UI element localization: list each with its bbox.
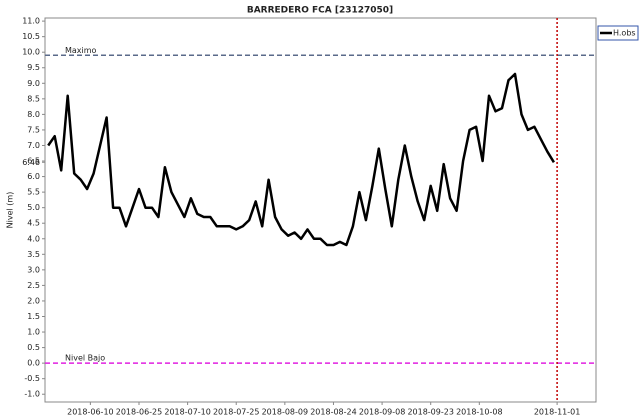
y-tick-label: 3.5 bbox=[27, 250, 40, 259]
y-tick-label: -1.0 bbox=[24, 390, 40, 399]
y-tick-label: -0.5 bbox=[24, 374, 40, 383]
y-tick-label: 2.5 bbox=[27, 281, 40, 290]
y-tick-label: 5.0 bbox=[27, 203, 40, 212]
y-tick-label: 6.0 bbox=[27, 172, 40, 181]
y-tick-label: 10.0 bbox=[22, 48, 40, 57]
x-tick-label: 2018-09-08 bbox=[359, 408, 406, 417]
y-tick-label: 1.0 bbox=[27, 328, 40, 337]
x-tick-label: 2018-11-01 bbox=[534, 408, 581, 417]
y-tick-label: 6.5 bbox=[27, 157, 40, 166]
y-tick-label: 9.5 bbox=[27, 63, 40, 72]
y-tick-label: 9.0 bbox=[27, 79, 40, 88]
x-tick-label: 2018-09-23 bbox=[407, 408, 454, 417]
y-tick-label: 5.5 bbox=[27, 188, 40, 197]
reference-label: Maximo bbox=[65, 46, 97, 55]
plot-frame bbox=[44, 17, 597, 403]
y-tick-label: 4.0 bbox=[27, 234, 40, 243]
y-tick-label: 3.0 bbox=[27, 265, 40, 274]
chart-title: BARREDERO FCA [23127050] bbox=[247, 6, 393, 16]
y-axis-label: Nivel (m) bbox=[6, 192, 15, 229]
y-tick-label: 8.0 bbox=[27, 110, 40, 119]
x-tick-label: 2018-06-25 bbox=[116, 408, 163, 417]
data-line bbox=[47, 72, 555, 247]
y-tick-label: 6.46 bbox=[22, 158, 40, 167]
x-tick-label: 2018-07-25 bbox=[213, 408, 260, 417]
reference-label: Nivel Bajo bbox=[65, 354, 105, 363]
y-tick-label: 8.5 bbox=[27, 94, 40, 103]
legend-label: H.obs bbox=[613, 29, 636, 38]
y-tick-label: 7.0 bbox=[27, 141, 40, 150]
y-tick-label: 0.0 bbox=[27, 359, 40, 368]
legend-box bbox=[597, 25, 639, 41]
y-tick-label: 0.5 bbox=[27, 343, 40, 352]
x-tick-label: 2018-10-08 bbox=[456, 408, 503, 417]
x-tick-label: 2018-07-10 bbox=[164, 408, 211, 417]
y-tick-label: 11.0 bbox=[22, 17, 40, 26]
y-tick-label: 1.5 bbox=[27, 312, 40, 321]
x-tick-label: 2018-08-09 bbox=[262, 408, 309, 417]
y-tick-label: 2.0 bbox=[27, 296, 40, 305]
x-tick-label: 2018-08-24 bbox=[310, 408, 357, 417]
x-tick-label: 2018-06-10 bbox=[67, 408, 114, 417]
y-tick-label: 10.5 bbox=[22, 32, 40, 41]
y-tick-label: 7.5 bbox=[27, 125, 40, 134]
y-tick-label: 4.5 bbox=[27, 219, 40, 228]
